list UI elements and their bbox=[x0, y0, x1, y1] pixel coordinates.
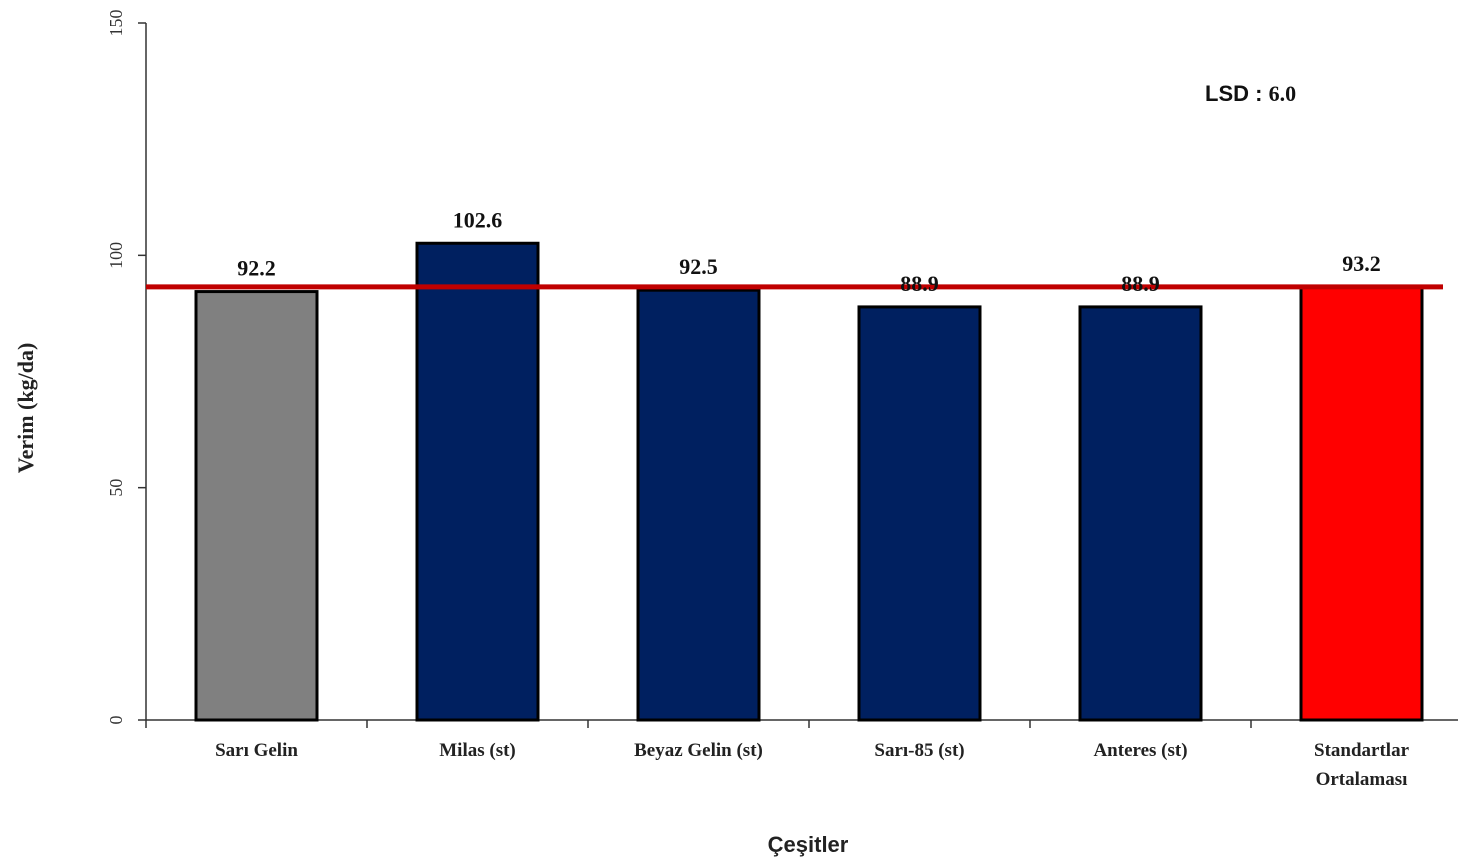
lsd-annotation: LSD : 6.0 bbox=[1205, 81, 1296, 106]
lsd-separator: : bbox=[1249, 81, 1269, 106]
x-tick-labels: Sarı Gelin Milas (st) Beyaz Gelin (st) Sarı… bbox=[215, 740, 1410, 790]
y-tick-label: 0 bbox=[106, 716, 126, 725]
value-label: 92.2 bbox=[237, 256, 276, 281]
y-tick-label: 100 bbox=[106, 242, 126, 269]
value-label: 92.5 bbox=[679, 254, 718, 279]
x-tick-label: Standartlar bbox=[1314, 740, 1410, 761]
bar bbox=[194, 290, 319, 722]
x-tick-label: Milas (st) bbox=[439, 740, 516, 761]
x-tick-label: Sarı Gelin bbox=[215, 740, 298, 761]
bar bbox=[1299, 285, 1424, 722]
x-tick-label: Sarı-85 (st) bbox=[874, 740, 964, 761]
value-label: 88.9 bbox=[1121, 271, 1160, 296]
bars bbox=[194, 241, 1424, 722]
x-tick-label: Anteres (st) bbox=[1093, 740, 1187, 761]
value-label: 88.9 bbox=[900, 271, 939, 296]
y-tick-label: 150 bbox=[106, 10, 126, 37]
y-tick-label: 50 bbox=[106, 479, 126, 497]
x-axis-title: Çeşitler bbox=[768, 832, 849, 857]
x-tick-label: Beyaz Gelin (st) bbox=[634, 740, 763, 761]
axes: 0 50 100 150 bbox=[106, 10, 1458, 728]
x-tick-label: Ortalaması bbox=[1316, 769, 1408, 790]
lsd-value: 6.0 bbox=[1269, 81, 1297, 106]
bar bbox=[415, 241, 540, 722]
y-axis-title: Verim (kg/da) bbox=[13, 343, 38, 474]
lsd-label: LSD bbox=[1205, 81, 1249, 106]
bar bbox=[1078, 305, 1203, 722]
value-label: 102.6 bbox=[453, 207, 503, 232]
value-label: 93.2 bbox=[1342, 251, 1381, 276]
bar bbox=[636, 288, 761, 722]
bar bbox=[857, 305, 982, 722]
value-labels: 92.2 102.6 92.5 88.9 88.9 93.2 bbox=[237, 207, 1381, 296]
